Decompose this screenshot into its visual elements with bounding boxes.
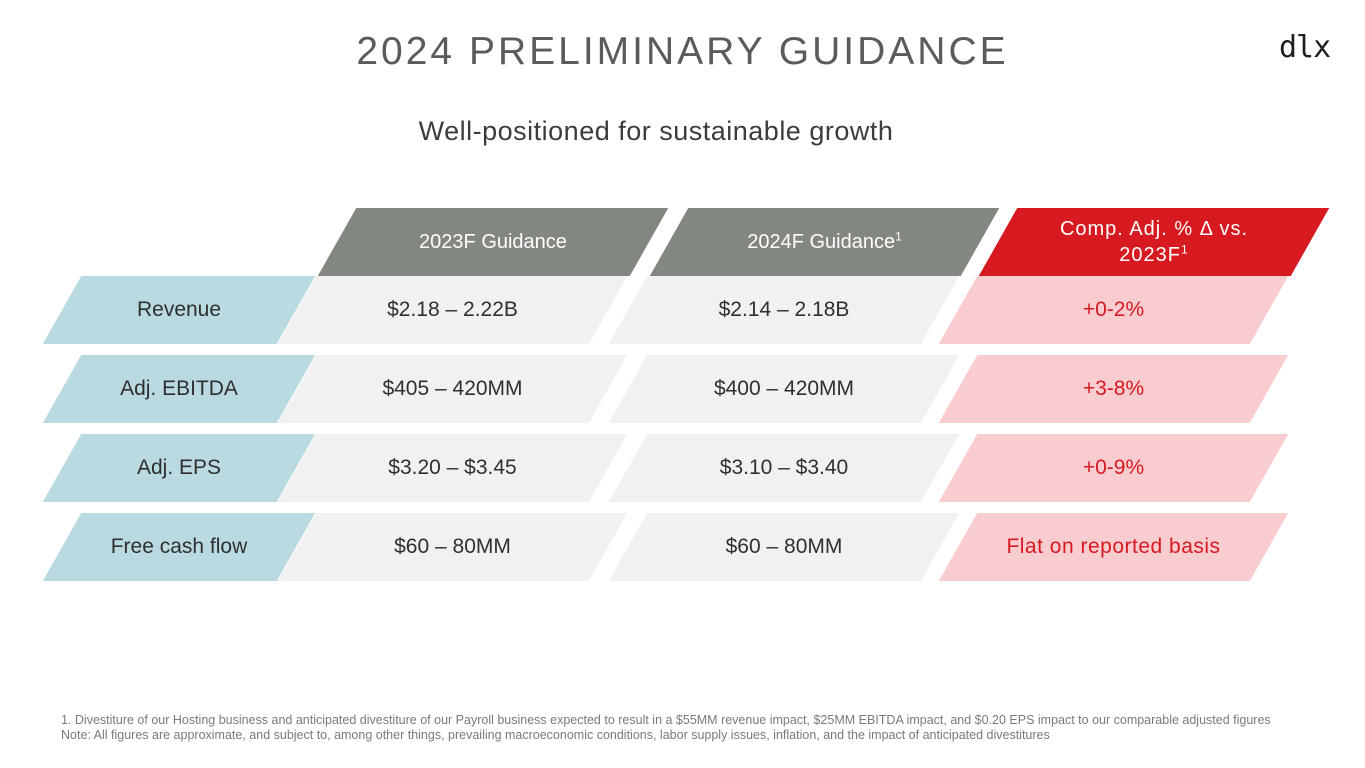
footnote-marker: 1 bbox=[895, 229, 902, 244]
cell-change: +3-8% bbox=[1082, 377, 1145, 400]
cell-value: $400 – 420MM bbox=[713, 377, 855, 400]
row-label: Adj. EBITDA bbox=[120, 377, 238, 400]
header-2023f-guidance: 2023F Guidance bbox=[317, 208, 669, 276]
cell-2023f-revenue: $2.18 – 2.22B bbox=[277, 276, 628, 344]
cell-value: $60 – 80MM bbox=[725, 535, 843, 558]
cell-change: Flat on reported basis bbox=[1006, 535, 1221, 558]
header-2024f-text: 2024F Guidance1 bbox=[747, 229, 902, 255]
cell-2024f-adj-eps: $3.10 – $3.40 bbox=[608, 434, 960, 502]
cell-change: +0-9% bbox=[1082, 456, 1145, 479]
row-label-revenue: Revenue bbox=[42, 276, 316, 344]
cell-2023f-adj-ebitda: $405 – 420MM bbox=[277, 355, 628, 423]
page-title: 2024 PRELIMINARY GUIDANCE bbox=[356, 30, 1009, 73]
row-label: Free cash flow bbox=[110, 535, 248, 558]
cell-change-revenue: +0-2% bbox=[938, 276, 1289, 344]
cell-value: $405 – 420MM bbox=[382, 377, 523, 400]
cell-2024f-free-cash-flow: $60 – 80MM bbox=[608, 513, 960, 581]
cell-change-adj-ebitda: +3-8% bbox=[938, 355, 1289, 423]
cell-value: $60 – 80MM bbox=[394, 535, 511, 558]
company-logo: dlx bbox=[1279, 30, 1331, 65]
cell-2023f-adj-eps: $3.20 – $3.45 bbox=[277, 434, 628, 502]
header-comp-line2: 2023F bbox=[1119, 244, 1182, 266]
row-label-adj-ebitda: Adj. EBITDA bbox=[42, 355, 316, 423]
cell-2024f-adj-ebitda: $400 – 420MM bbox=[608, 355, 960, 423]
row-label: Adj. EPS bbox=[136, 456, 222, 479]
cell-value: $3.20 – $3.45 bbox=[388, 456, 517, 479]
cell-change-free-cash-flow: Flat on reported basis bbox=[938, 513, 1289, 581]
header-comp-text: Comp. Adj. % Δ vs. 2023F1 bbox=[1060, 216, 1248, 268]
header-comp-adj-change: Comp. Adj. % Δ vs. 2023F1 bbox=[978, 208, 1330, 276]
cell-2023f-free-cash-flow: $60 – 80MM bbox=[277, 513, 628, 581]
header-2024f-label: 2024F Guidance bbox=[747, 231, 896, 253]
cell-change: +0-2% bbox=[1082, 298, 1145, 321]
header-2023f-label: 2023F Guidance bbox=[419, 231, 567, 253]
cell-value: $2.18 – 2.22B bbox=[387, 298, 518, 321]
cell-change-adj-eps: +0-9% bbox=[938, 434, 1289, 502]
header-comp-line1: Comp. Adj. % Δ vs. bbox=[1059, 218, 1249, 240]
row-label-adj-eps: Adj. EPS bbox=[42, 434, 316, 502]
header-2024f-guidance: 2024F Guidance1 bbox=[649, 208, 1000, 276]
cell-value: $3.10 – $3.40 bbox=[719, 456, 849, 479]
footnote-marker: 1 bbox=[1181, 242, 1189, 257]
row-label-free-cash-flow: Free cash flow bbox=[42, 513, 316, 581]
cell-2024f-revenue: $2.14 – 2.18B bbox=[608, 276, 960, 344]
page-subtitle: Well-positioned for sustainable growth bbox=[418, 116, 894, 146]
footnote: 1. Divestiture of our Hosting business a… bbox=[61, 713, 1271, 742]
row-label: Revenue bbox=[136, 298, 222, 321]
cell-value: $2.14 – 2.18B bbox=[718, 298, 850, 321]
